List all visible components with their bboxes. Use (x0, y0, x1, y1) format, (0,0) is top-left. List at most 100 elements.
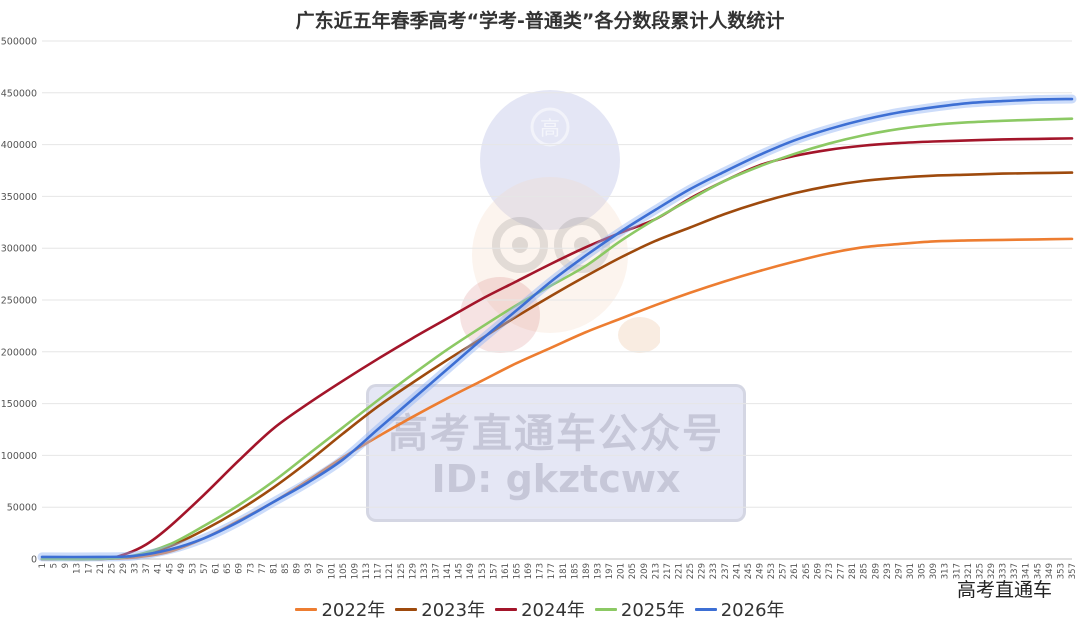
x-tick-label: 45 (165, 563, 175, 574)
x-tick-label: 261 (790, 563, 800, 579)
legend-item[interactable]: 2023年 (395, 596, 485, 622)
x-tick-label: 181 (559, 563, 569, 579)
x-tick-label: 357 (1068, 563, 1078, 579)
x-tick-label: 81 (269, 563, 279, 574)
x-tick-label: 29 (119, 563, 129, 574)
x-tick-label: 21 (96, 563, 106, 574)
x-tick-label: 297 (894, 563, 904, 579)
x-tick-label: 113 (362, 563, 372, 579)
x-tick-label: 205 (628, 563, 638, 579)
x-tick-label: 177 (547, 563, 557, 579)
x-tick-label: 289 (871, 563, 881, 579)
x-tick-label: 333 (999, 563, 1009, 579)
series-line-2023年 (40, 171, 1074, 561)
x-tick-label: 345 (1033, 563, 1043, 579)
x-tick-label: 149 (466, 563, 476, 579)
x-tick-label: 325 (975, 563, 985, 579)
x-tick-label: 277 (837, 563, 847, 579)
legend-swatch (395, 607, 418, 611)
y-tick-label: 0 (31, 555, 37, 566)
x-tick-label: 173 (536, 563, 546, 579)
legend-swatch (495, 607, 518, 611)
x-tick-label: 13 (73, 563, 83, 574)
legend-item[interactable]: 2025年 (594, 596, 685, 622)
x-tick-label: 165 (512, 563, 522, 579)
x-tick-label: 313 (941, 563, 951, 579)
x-tick-label: 253 (767, 563, 777, 579)
x-tick-label: 349 (1045, 563, 1055, 579)
y-tick-label: 200000 (1, 347, 37, 358)
x-tick-label: 273 (825, 563, 835, 579)
x-tick-label: 133 (420, 563, 430, 579)
x-tick-label: 25 (107, 563, 117, 574)
x-tick-label: 41 (154, 563, 164, 574)
x-tick-label: 305 (918, 563, 928, 579)
x-tick-label: 189 (582, 563, 592, 579)
x-tick-label: 237 (721, 563, 731, 579)
y-tick-label: 50000 (7, 503, 37, 514)
x-tick-label: 281 (848, 563, 858, 579)
x-tick-label: 241 (732, 563, 742, 579)
x-tick-label: 213 (651, 563, 661, 579)
x-tick-label: 53 (188, 563, 198, 574)
x-tick-label: 1 (38, 563, 48, 568)
x-tick-label: 201 (617, 563, 627, 579)
chart-title: 广东近五年春季高考“学考-普通类”各分数段累计人数统计 (295, 10, 785, 32)
watermark-line2: ID: gkztcwx (431, 457, 681, 501)
x-tick-label: 309 (929, 563, 939, 579)
series-line-2026年 (40, 97, 1074, 559)
x-tick-label: 141 (443, 563, 453, 579)
x-tick-label: 257 (779, 563, 789, 579)
legend-item[interactable]: 2024年 (495, 596, 585, 622)
x-tick-label: 125 (397, 563, 407, 579)
x-tick-label: 69 (235, 563, 245, 574)
x-tick-label: 117 (374, 563, 384, 579)
x-tick-label: 353 (1056, 563, 1066, 579)
x-tick-label: 269 (813, 563, 823, 579)
x-tick-label: 221 (675, 563, 685, 579)
x-tick-label: 341 (1022, 563, 1032, 579)
x-tick-label: 33 (131, 563, 141, 574)
x-tick-label: 61 (212, 563, 222, 574)
y-tick-label: 400000 (1, 140, 37, 151)
series-line-2022年 (40, 237, 1074, 561)
x-tick-label: 229 (698, 563, 708, 579)
x-tick-label: 5 (50, 563, 60, 568)
x-tick-label: 93 (304, 563, 314, 574)
x-tick-label: 285 (860, 563, 870, 579)
x-tick-label: 121 (385, 563, 395, 579)
y-tick-label: 350000 (1, 192, 37, 203)
legend-item[interactable]: 2026年 (694, 596, 785, 622)
x-tick-label: 129 (408, 563, 418, 579)
legend-swatch (694, 607, 717, 611)
x-tick-label: 57 (200, 563, 210, 574)
x-tick-label: 245 (744, 563, 754, 579)
x-tick-label: 197 (605, 563, 615, 579)
legend-label: 2023年 (421, 600, 486, 621)
x-tick-label: 217 (663, 563, 673, 579)
y-tick-label: 500000 (1, 37, 37, 48)
watermark-corner-text: 高考直通车 (956, 579, 1052, 601)
legend-label: 2022年 (321, 600, 386, 621)
x-tick-label: 185 (570, 563, 580, 579)
x-tick-label: 65 (223, 563, 233, 574)
watermark-badge: 高考直通车公众号 ID: gkztcwx (366, 384, 746, 522)
x-tick-label: 209 (640, 563, 650, 579)
y-tick-label: 450000 (1, 88, 37, 99)
x-tick-label: 77 (258, 563, 268, 574)
x-tick-label: 161 (501, 563, 511, 579)
legend-swatch (295, 607, 318, 611)
y-tick-label: 300000 (1, 244, 37, 255)
x-tick-label: 157 (489, 563, 499, 579)
x-tick-label: 337 (1010, 563, 1020, 579)
x-tick-label: 17 (84, 563, 94, 574)
x-tick-label: 105 (339, 563, 349, 579)
legend-label: 2024年 (521, 600, 585, 621)
x-tick-label: 193 (594, 563, 604, 579)
series-glow-2026年 (37, 94, 1077, 562)
x-tick-label: 73 (246, 563, 256, 574)
x-tick-label: 293 (883, 563, 893, 579)
legend-label: 2026年 (720, 600, 785, 621)
mascot-cap-char: 高 (540, 116, 560, 140)
legend-item[interactable]: 2022年 (295, 596, 385, 622)
